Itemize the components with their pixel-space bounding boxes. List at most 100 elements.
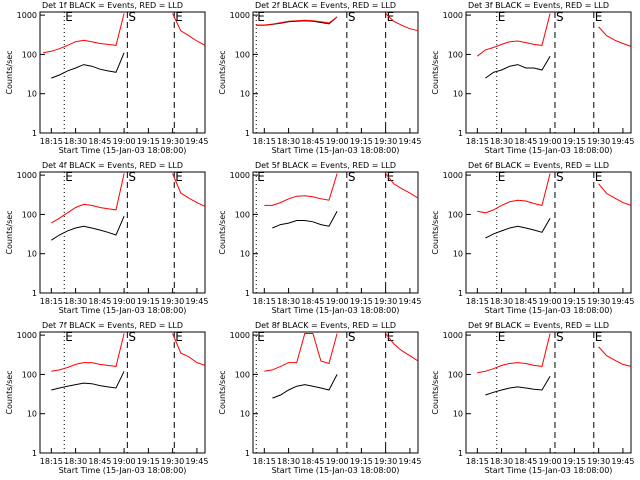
x-tick-label: 18:15 xyxy=(466,297,489,306)
marker-label: E xyxy=(257,330,265,344)
y-tick-label: 100 xyxy=(235,370,250,379)
x-axis-label: Start Time (15-Jan-03 18:08:00) xyxy=(485,146,613,155)
y-axis-label: Counts/sec xyxy=(218,50,227,94)
chart-title: Det 6f BLACK = Events, RED = LLD xyxy=(468,161,609,170)
x-axis-label: Start Time (15-Jan-03 18:08:00) xyxy=(59,466,187,475)
x-tick-label: 19:45 xyxy=(611,457,634,466)
x-tick-label: 18:45 xyxy=(301,137,324,146)
x-tick-label: 19:15 xyxy=(137,457,160,466)
x-tick-label: 18:30 xyxy=(277,457,300,466)
x-tick-label: 19:30 xyxy=(161,137,184,146)
x-axis-label: Start Time (15-Jan-03 18:08:00) xyxy=(272,146,400,155)
x-tick-label: 18:15 xyxy=(253,137,276,146)
chart-title: Det 4f BLACK = Events, RED = LLD xyxy=(42,161,183,170)
data-line xyxy=(477,333,632,374)
marker-label: S xyxy=(556,10,564,24)
chart-title: Det 9f BLACK = Events, RED = LLD xyxy=(468,321,609,330)
x-tick-label: 19:15 xyxy=(350,457,373,466)
data-line xyxy=(272,211,338,229)
x-tick-label: 19:00 xyxy=(113,137,136,146)
x-tick-label: 19:45 xyxy=(611,137,634,146)
y-tick-label: 1000 xyxy=(17,171,37,180)
x-tick-label: 18:30 xyxy=(64,137,87,146)
y-tick-label: 10 xyxy=(453,90,463,99)
data-line xyxy=(256,13,419,32)
marker-label: S xyxy=(128,10,136,24)
marker-label: E xyxy=(175,170,183,184)
y-tick-label: 1 xyxy=(32,449,37,458)
x-tick-label: 18:30 xyxy=(277,297,300,306)
chart-title: Det 8f BLACK = Events, RED = LLD xyxy=(255,321,396,330)
y-axis-label: Counts/sec xyxy=(5,370,14,414)
x-tick-label: 18:30 xyxy=(277,137,300,146)
x-tick-label: 19:45 xyxy=(185,457,208,466)
y-tick-label: 1 xyxy=(245,129,250,138)
y-tick-label: 1 xyxy=(458,129,463,138)
x-tick-label: 19:30 xyxy=(374,457,397,466)
x-axis-label: Start Time (15-Jan-03 18:08:00) xyxy=(272,306,400,315)
marker-label: E xyxy=(498,10,506,24)
chart-title: Det 1f BLACK = Events, RED = LLD xyxy=(42,1,183,10)
x-tick-label: 18:15 xyxy=(253,457,276,466)
data-line xyxy=(485,55,551,79)
x-axis-label: Start Time (15-Jan-03 18:08:00) xyxy=(59,306,187,315)
y-tick-label: 1 xyxy=(32,129,37,138)
y-tick-label: 1000 xyxy=(230,11,250,20)
x-tick-label: 19:30 xyxy=(161,457,184,466)
x-tick-label: 19:00 xyxy=(539,137,562,146)
y-tick-label: 1 xyxy=(245,289,250,298)
x-tick-label: 18:45 xyxy=(301,457,324,466)
y-tick-label: 1000 xyxy=(443,331,463,340)
y-tick-label: 10 xyxy=(240,90,250,99)
x-tick-label: 19:00 xyxy=(539,457,562,466)
marker-label: S xyxy=(348,170,356,184)
x-tick-label: 18:15 xyxy=(40,297,63,306)
marker-label: E xyxy=(387,170,395,184)
plot-frame xyxy=(252,331,419,454)
marker-label: S xyxy=(128,170,136,184)
y-axis-label: Counts/sec xyxy=(5,210,14,254)
y-tick-label: 1 xyxy=(32,289,37,298)
y-tick-label: 10 xyxy=(27,250,37,259)
x-axis-label: Start Time (15-Jan-03 18:08:00) xyxy=(485,306,613,315)
y-tick-label: 100 xyxy=(235,50,250,59)
chart-title: Det 7f BLACK = Events, RED = LLD xyxy=(42,321,183,330)
marker-label: S xyxy=(348,330,356,344)
marker-label: E xyxy=(595,330,603,344)
y-tick-label: 10 xyxy=(453,250,463,259)
x-tick-label: 19:00 xyxy=(326,457,349,466)
x-tick-label: 18:30 xyxy=(490,297,513,306)
plot-frame xyxy=(39,11,206,134)
x-tick-label: 18:45 xyxy=(301,297,324,306)
x-tick-label: 18:45 xyxy=(88,457,111,466)
x-tick-label: 19:45 xyxy=(185,297,208,306)
marker-label: S xyxy=(556,330,564,344)
x-tick-label: 18:45 xyxy=(88,297,111,306)
x-tick-label: 18:15 xyxy=(466,457,489,466)
x-tick-label: 19:30 xyxy=(587,137,610,146)
x-tick-label: 18:45 xyxy=(88,137,111,146)
y-tick-label: 1000 xyxy=(443,171,463,180)
x-tick-label: 19:45 xyxy=(611,297,634,306)
marker-label: E xyxy=(257,170,265,184)
x-tick-label: 18:45 xyxy=(514,297,537,306)
y-tick-label: 1000 xyxy=(230,331,250,340)
data-line xyxy=(51,371,125,391)
chart-title: Det 2f BLACK = Events, RED = LLD xyxy=(255,1,396,10)
y-tick-label: 100 xyxy=(448,210,463,219)
marker-label: E xyxy=(595,170,603,184)
x-tick-label: 19:15 xyxy=(350,297,373,306)
data-line xyxy=(51,173,206,224)
data-line xyxy=(51,216,125,241)
chart-title: Det 5f BLACK = Events, RED = LLD xyxy=(255,161,396,170)
plot-frame xyxy=(39,331,206,454)
x-tick-label: 18:15 xyxy=(40,457,63,466)
y-tick-label: 1 xyxy=(458,449,463,458)
x-tick-label: 19:30 xyxy=(374,137,397,146)
x-tick-label: 19:45 xyxy=(185,137,208,146)
x-tick-label: 18:15 xyxy=(466,137,489,146)
data-line xyxy=(51,52,125,79)
y-axis-label: Counts/sec xyxy=(5,50,14,94)
x-tick-label: 18:30 xyxy=(64,457,87,466)
